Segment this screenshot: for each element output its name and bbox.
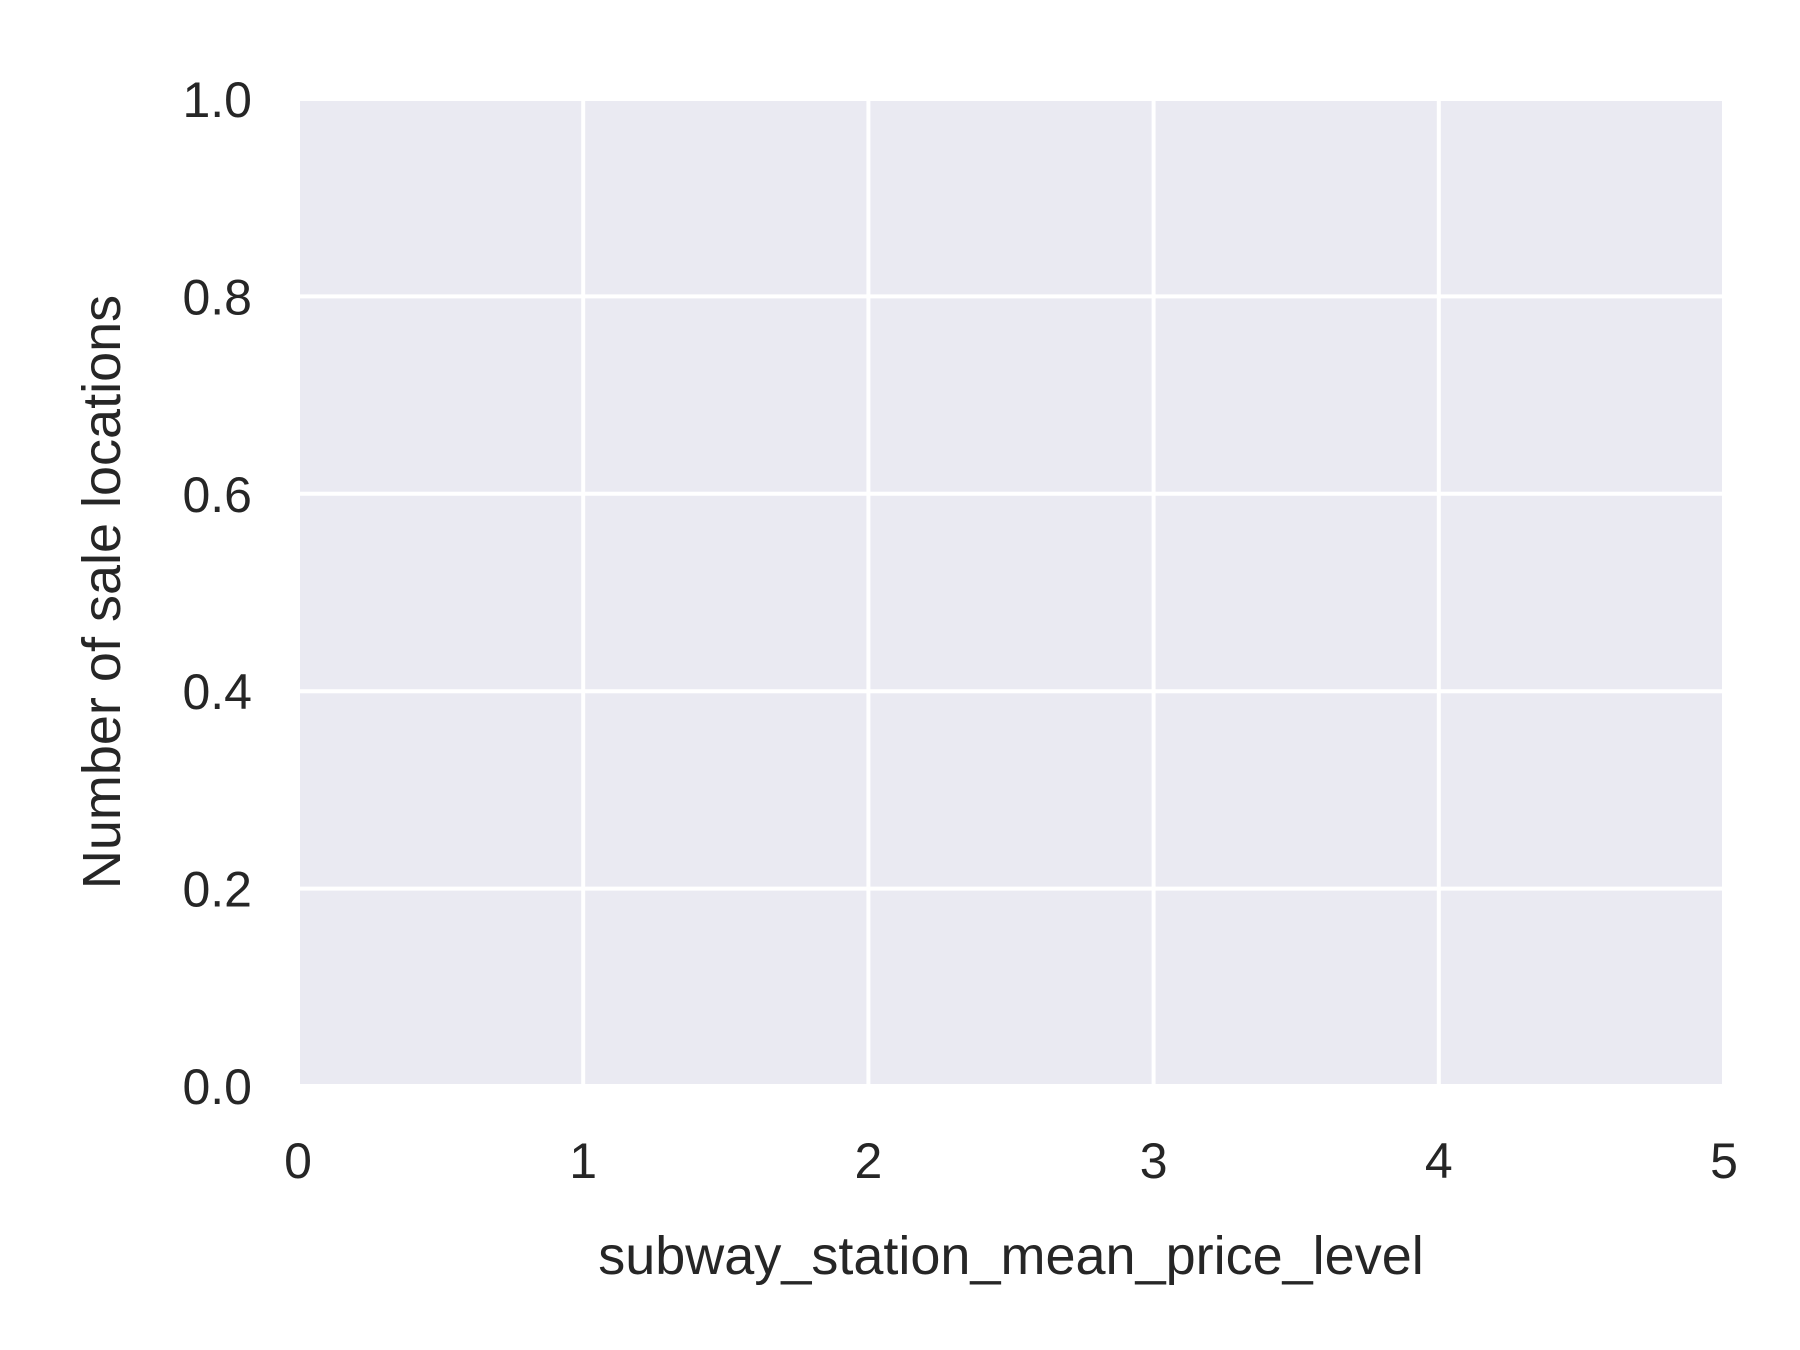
x-tick-label: 1: [569, 1133, 597, 1189]
x-tick-label: 5: [1710, 1133, 1738, 1189]
x-tick-label: 0: [284, 1133, 312, 1189]
y-axis-label: Number of sale locations: [72, 295, 132, 889]
y-tick-label: 0.0: [182, 1059, 252, 1115]
y-tick-label: 0.4: [182, 664, 252, 720]
x-tick-label: 2: [854, 1133, 882, 1189]
tick-labels: 0 1 2 3 4 5 0.0 0.2 0.4 0.6 0.8 1.0: [182, 72, 1737, 1189]
x-tick-label: 3: [1140, 1133, 1168, 1189]
x-axis-label: subway_station_mean_price_level: [598, 1226, 1424, 1286]
plot-area: [298, 99, 1724, 1086]
y-tick-label: 0.6: [182, 467, 252, 523]
grid-lines: [296, 97, 1726, 1088]
y-tick-label: 1.0: [182, 72, 252, 128]
y-tick-label: 0.8: [182, 269, 252, 325]
x-tick-label: 4: [1425, 1133, 1453, 1189]
y-tick-label: 0.2: [182, 862, 252, 918]
